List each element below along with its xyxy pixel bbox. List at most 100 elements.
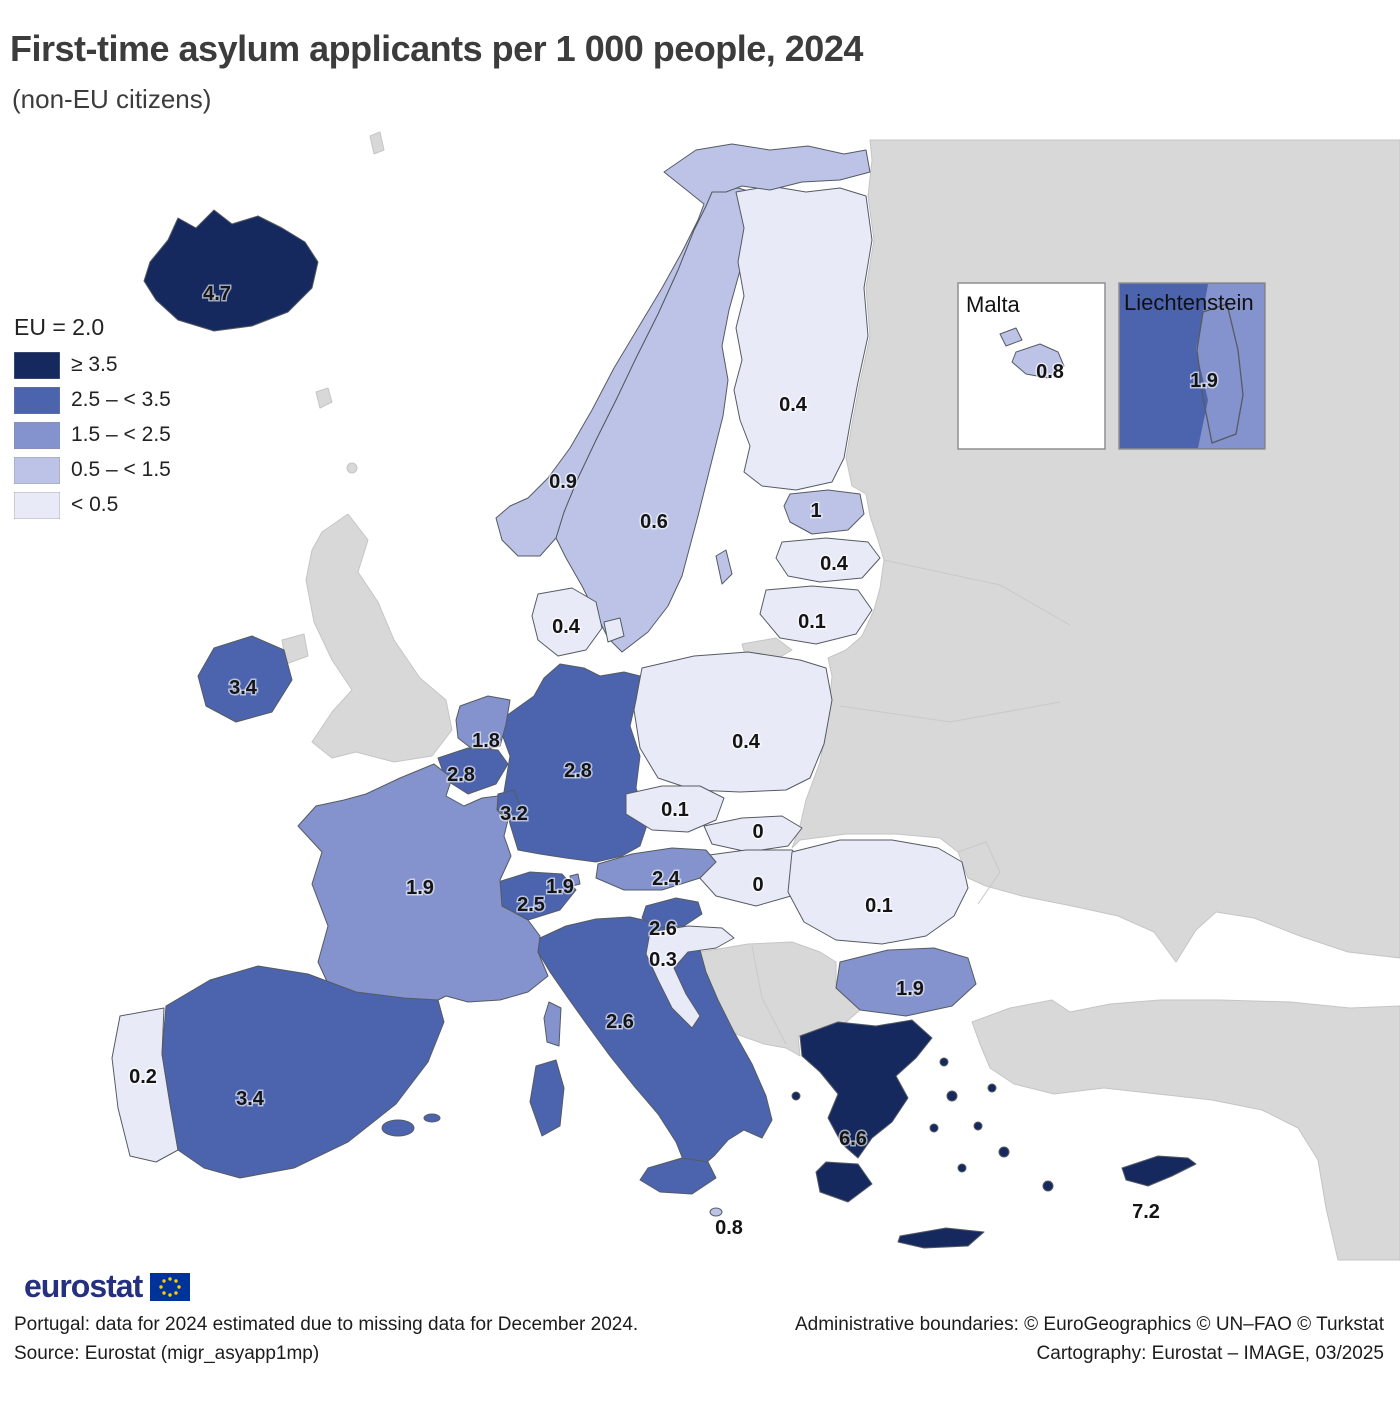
legend-eu-average: EU = 2.0 bbox=[14, 314, 105, 340]
label-hungary: 0 bbox=[752, 874, 763, 896]
legend-swatch-c5 bbox=[14, 351, 60, 379]
faroe-islands bbox=[315, 387, 333, 409]
footnote-portugal: Portugal: data for 2024 estimated due to… bbox=[14, 1314, 639, 1335]
country-iceland bbox=[143, 209, 319, 332]
island-menorca bbox=[423, 1113, 441, 1123]
country-malta-main-map bbox=[709, 1207, 723, 1217]
label-austria: 2.4 bbox=[652, 868, 681, 890]
inset-liechtenstein-outline bbox=[1196, 303, 1244, 444]
country-ireland bbox=[197, 635, 293, 723]
legend-item-c4: 2.5 – < 3.5 bbox=[14, 386, 171, 414]
country-denmark bbox=[531, 587, 603, 657]
country-turkey bbox=[971, 999, 1400, 1261]
orkney-islands bbox=[346, 462, 358, 474]
label-belgium: 2.8 bbox=[447, 764, 475, 786]
label-croatia: 0.3 bbox=[649, 949, 677, 971]
country-finland bbox=[733, 185, 873, 491]
country-estonia bbox=[783, 489, 865, 535]
legend-label-c5: ≥ 3.5 bbox=[71, 353, 118, 376]
country-romania bbox=[787, 839, 969, 945]
label-malta: 0.8 bbox=[715, 1217, 743, 1239]
island-sicily bbox=[639, 1157, 717, 1195]
legend-swatch-c4 bbox=[14, 386, 60, 414]
label-norway: 0.9 bbox=[549, 471, 577, 493]
inset-liechtenstein: Liechtenstein 1.9 bbox=[1118, 282, 1266, 450]
legend-swatch-c2 bbox=[14, 456, 60, 484]
label-estonia: 1 bbox=[810, 500, 821, 522]
country-united-kingdom bbox=[305, 513, 453, 763]
label-czechia: 0.1 bbox=[661, 799, 689, 821]
legend-label-c3: 1.5 – < 2.5 bbox=[71, 423, 171, 446]
country-latvia bbox=[775, 537, 881, 583]
country-spain bbox=[161, 965, 445, 1179]
label-finland: 0.4 bbox=[779, 394, 808, 416]
label-slovakia: 0 bbox=[752, 821, 763, 843]
island-gozo bbox=[999, 327, 1023, 347]
island-mallorca bbox=[381, 1119, 415, 1137]
legend: EU = 2.0 ≥ 3.5 2.5 – < 3.5 1.5 – < 2.5 0… bbox=[14, 314, 171, 526]
region-peloponnese bbox=[815, 1161, 873, 1203]
label-cyprus: 7.2 bbox=[1132, 1201, 1160, 1223]
island-crete bbox=[897, 1227, 985, 1249]
country-lithuania bbox=[759, 585, 873, 645]
aegean-islands bbox=[791, 1057, 1054, 1192]
inset-malta-title: Malta bbox=[966, 292, 1021, 317]
country-france bbox=[297, 763, 549, 1003]
label-netherlands: 1.8 bbox=[472, 730, 500, 752]
country-slovakia bbox=[703, 815, 803, 853]
island-gotland bbox=[715, 549, 733, 585]
island-malta bbox=[1011, 343, 1065, 379]
page-subtitle: (non-EU citizens) bbox=[12, 84, 212, 114]
border-moldova bbox=[957, 841, 1001, 905]
shetland-islands bbox=[369, 131, 385, 155]
label-greece: 6.6 bbox=[839, 1128, 867, 1150]
page-title: First-time asylum applicants per 1 000 p… bbox=[10, 28, 863, 69]
legend-item-c1: < 0.5 bbox=[14, 491, 171, 519]
country-bulgaria bbox=[835, 947, 977, 1017]
label-lithuania: 0.1 bbox=[798, 611, 826, 633]
region-eastern-europe bbox=[791, 139, 1400, 963]
country-czechia bbox=[625, 785, 725, 833]
eu-flag-icon bbox=[150, 1272, 191, 1301]
country-greece bbox=[799, 1019, 933, 1159]
label-ireland: 3.4 bbox=[229, 677, 258, 699]
legend-label-c4: 2.5 – < 3.5 bbox=[71, 388, 171, 411]
island-zealand bbox=[603, 617, 625, 643]
country-liechtenstein bbox=[569, 873, 581, 887]
value-labels: 4.7 0.9 0.6 0.4 1 0.4 0.1 0.4 3.4 1.8 2.… bbox=[128, 282, 1162, 1241]
footnote-boundaries: Administrative boundaries: © EuroGeograp… bbox=[794, 1314, 1384, 1335]
country-slovenia bbox=[641, 897, 703, 929]
label-germany: 2.8 bbox=[564, 760, 592, 782]
country-portugal bbox=[111, 1007, 179, 1163]
island-sardinia bbox=[529, 1059, 565, 1137]
country-croatia bbox=[645, 925, 735, 1029]
country-norway bbox=[495, 143, 871, 557]
label-luxembourg: 3.2 bbox=[500, 803, 528, 825]
label-portugal: 0.2 bbox=[129, 1066, 157, 1088]
country-austria bbox=[595, 847, 717, 891]
footnote-cartography: Cartography: Eurostat – IMAGE, 03/2025 bbox=[1036, 1343, 1384, 1364]
label-slovenia: 2.6 bbox=[649, 918, 677, 940]
label-bulgaria: 1.9 bbox=[896, 978, 924, 1000]
label-denmark: 0.4 bbox=[552, 616, 581, 638]
inset-malta-value: 0.8 bbox=[1036, 361, 1064, 383]
label-liechtenstein: 1.9 bbox=[546, 876, 574, 898]
label-poland: 0.4 bbox=[732, 731, 761, 753]
eurostat-logo: eurostat bbox=[24, 1268, 191, 1305]
border-belarus-russia bbox=[883, 559, 1071, 626]
label-italy: 2.6 bbox=[606, 1011, 634, 1033]
label-france: 1.9 bbox=[406, 877, 434, 899]
label-iceland: 4.7 bbox=[203, 283, 231, 305]
legend-swatch-c1 bbox=[14, 491, 60, 519]
legend-label-c1: < 0.5 bbox=[71, 493, 119, 516]
legend-item-c2: 0.5 – < 1.5 bbox=[14, 456, 171, 484]
legend-label-c2: 0.5 – < 1.5 bbox=[71, 458, 171, 481]
country-netherlands bbox=[455, 695, 511, 753]
legend-item-c3: 1.5 – < 2.5 bbox=[14, 421, 171, 449]
legend-item-c5: ≥ 3.5 bbox=[14, 351, 171, 379]
island-corsica bbox=[543, 1001, 562, 1047]
country-poland bbox=[633, 651, 833, 793]
inset-malta: Malta 0.8 bbox=[957, 282, 1106, 450]
inset-liechtenstein-value: 1.9 bbox=[1190, 370, 1218, 392]
